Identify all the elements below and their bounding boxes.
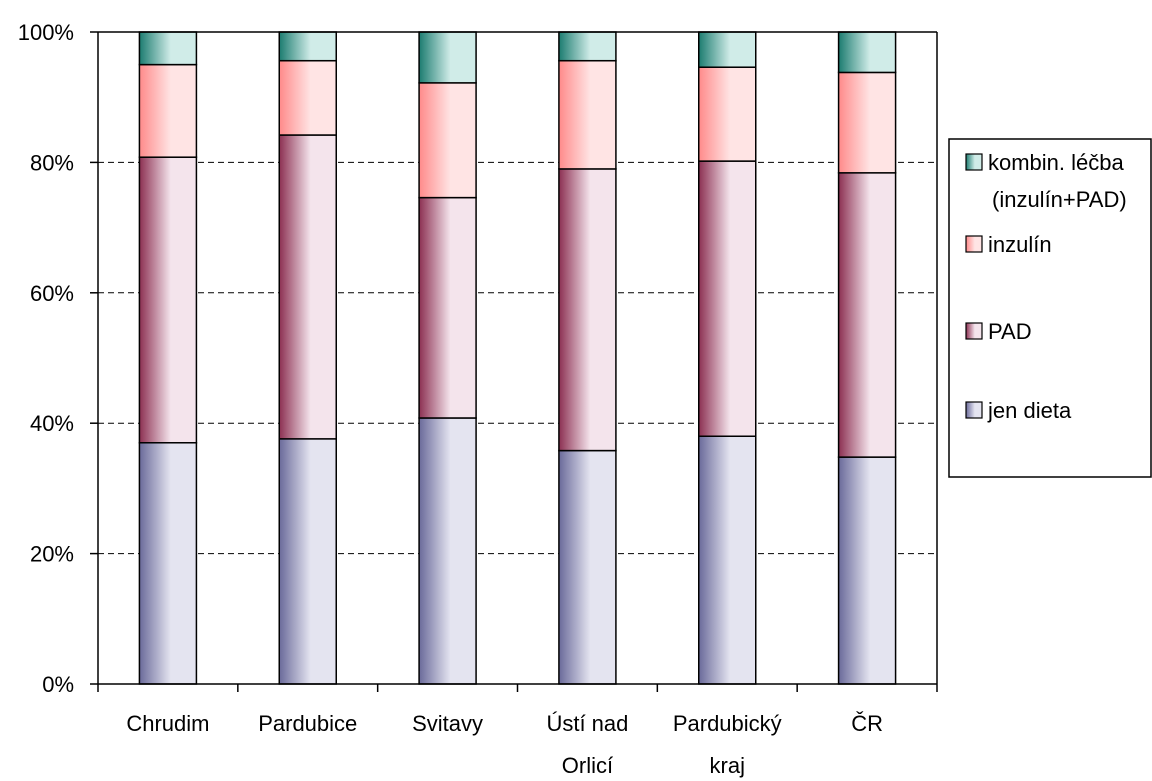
bar-segment bbox=[278, 134, 337, 440]
bar-segment bbox=[698, 31, 757, 68]
bar-segment bbox=[418, 31, 477, 84]
legend-swatch bbox=[965, 401, 983, 419]
legend-swatch bbox=[965, 235, 983, 253]
x-category-label: Ústí nad Orlicí bbox=[546, 711, 628, 778]
bar-segment bbox=[558, 449, 617, 685]
bar-segment bbox=[278, 438, 337, 685]
legend-swatch bbox=[965, 153, 983, 171]
x-axis-category-labels: Chrudim Pardubice Svitavy Ústí nad Orlicí Par… bbox=[126, 711, 883, 778]
y-tick-label: 60% bbox=[30, 281, 74, 306]
x-category-label: Chrudim bbox=[126, 711, 209, 736]
legend-label: jen dieta bbox=[987, 398, 1072, 423]
bar-segment bbox=[698, 160, 757, 437]
bar-segment bbox=[138, 442, 198, 685]
bar-stack bbox=[558, 31, 617, 685]
bar-segment bbox=[698, 435, 757, 685]
bar-segment bbox=[418, 82, 477, 199]
legend-label: PAD bbox=[988, 319, 1032, 344]
bar-segment bbox=[698, 66, 757, 162]
legend-swatch bbox=[965, 322, 983, 340]
bar-segment bbox=[418, 196, 477, 419]
bar-stack bbox=[138, 31, 198, 685]
bar-segment bbox=[837, 172, 897, 458]
bar-stack bbox=[418, 31, 477, 685]
bar-stacks bbox=[138, 31, 897, 685]
legend: kombin. léčba (inzulín+PAD) inzulín PAD jen … bbox=[948, 138, 1152, 478]
bar-segment bbox=[278, 31, 337, 62]
gridlines bbox=[98, 161, 937, 555]
bar-segment bbox=[558, 31, 617, 62]
bar-segment bbox=[558, 59, 617, 170]
bar-segment bbox=[138, 156, 198, 444]
bar-segment bbox=[418, 417, 477, 685]
bar-stack bbox=[278, 31, 337, 685]
y-tick-label: 80% bbox=[30, 150, 74, 175]
y-tick-label: 100% bbox=[18, 20, 74, 45]
bar-segment bbox=[837, 31, 897, 74]
y-axis-tick-labels: 0% 20% 40% 60% 80% 100% bbox=[18, 20, 74, 697]
x-category-label: Svitavy bbox=[412, 711, 483, 736]
legend-label: inzulín bbox=[988, 232, 1052, 257]
bar-segment bbox=[837, 456, 897, 685]
y-tick-label: 40% bbox=[30, 411, 74, 436]
bar-stack bbox=[837, 31, 897, 685]
y-tick-label: 0% bbox=[42, 672, 74, 697]
bar-segment bbox=[278, 59, 337, 136]
legend-label: kombin. léčba (inzulín+PAD) bbox=[988, 150, 1127, 212]
y-tick-label: 20% bbox=[30, 542, 74, 567]
x-category-label: Pardubice bbox=[258, 711, 357, 736]
x-category-label: ČR bbox=[851, 711, 883, 736]
axes bbox=[90, 31, 938, 692]
x-category-label: Pardubický kraj bbox=[673, 711, 782, 778]
bar-stack bbox=[698, 31, 757, 685]
bar-segment bbox=[138, 31, 198, 66]
bar-segment bbox=[837, 71, 897, 174]
bar-segment bbox=[138, 63, 198, 158]
bar-segment bbox=[558, 168, 617, 452]
legend-box bbox=[948, 138, 1152, 478]
